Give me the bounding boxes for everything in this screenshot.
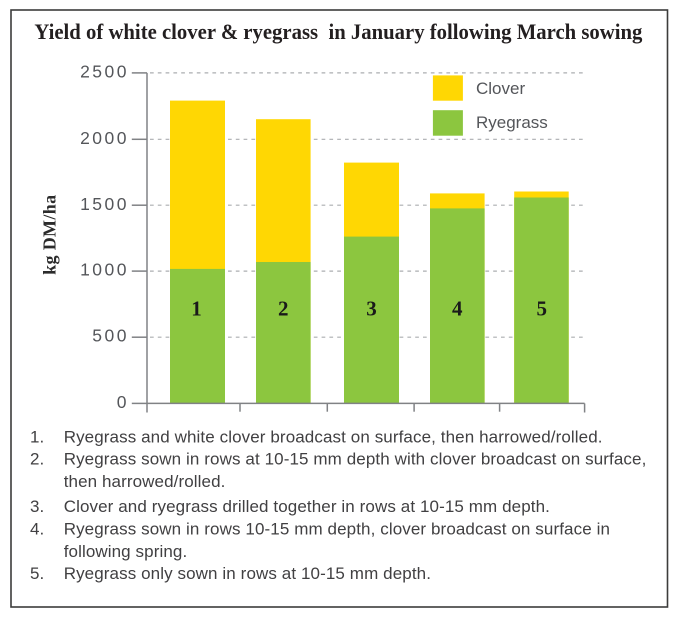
svg-text:4.: 4.	[30, 520, 44, 539]
svg-text:then harrowed/rolled.: then harrowed/rolled.	[64, 472, 226, 491]
svg-text:3: 3	[366, 297, 377, 321]
svg-text:5: 5	[536, 297, 547, 321]
svg-text:kg DM/ha: kg DM/ha	[40, 195, 60, 275]
svg-text:Ryegrass: Ryegrass	[476, 113, 548, 132]
svg-text:2500: 2500	[80, 62, 129, 82]
svg-text:0: 0	[117, 392, 129, 412]
svg-text:Yield of white clover & ryegra: Yield of white clover & ryegrass in Janu…	[34, 20, 642, 44]
svg-text:Ryegrass and white clover broa: Ryegrass and white clover broadcast on s…	[64, 427, 603, 446]
svg-text:4: 4	[452, 297, 463, 321]
svg-text:1500: 1500	[80, 194, 129, 214]
svg-text:2000: 2000	[80, 128, 129, 148]
svg-text:1: 1	[191, 297, 202, 321]
svg-text:1.: 1.	[30, 427, 44, 446]
svg-text:3.: 3.	[30, 497, 44, 516]
svg-text:1000: 1000	[80, 260, 129, 280]
svg-text:2: 2	[278, 297, 289, 321]
svg-text:following spring.: following spring.	[64, 542, 188, 561]
svg-text:2.: 2.	[30, 450, 44, 469]
svg-text:500: 500	[92, 326, 129, 346]
svg-text:Ryegrass only sown in rows at: Ryegrass only sown in rows at 10-15 mm d…	[64, 564, 431, 583]
svg-text:Clover: Clover	[476, 79, 525, 98]
svg-text:5.: 5.	[30, 564, 44, 583]
svg-text:Ryegrass sown in rows at 10-15: Ryegrass sown in rows at 10-15 mm depth …	[64, 450, 647, 469]
svg-text:Clover and ryegrass drilled to: Clover and ryegrass drilled together in …	[64, 497, 550, 516]
svg-text:Ryegrass sown in rows 10-15 mm: Ryegrass sown in rows 10-15 mm depth, cl…	[64, 520, 610, 539]
